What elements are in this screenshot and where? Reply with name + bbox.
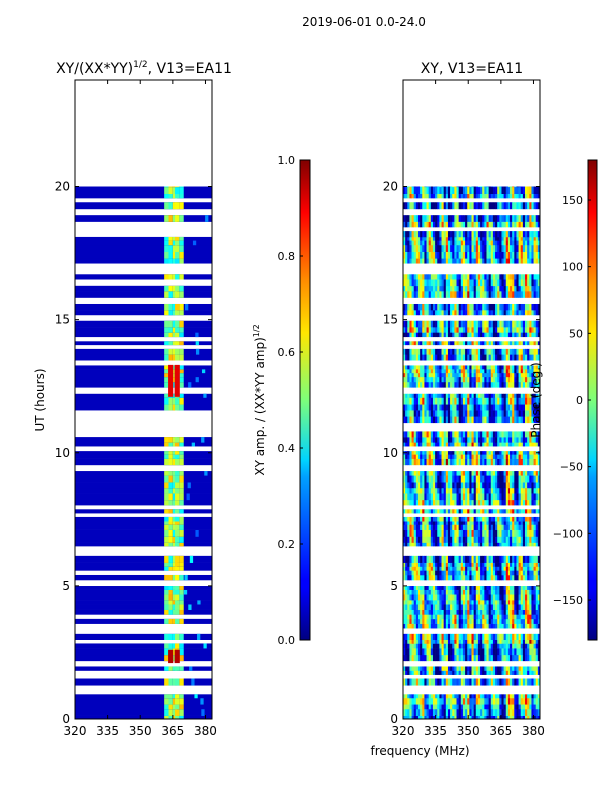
colorbar-tick-label: 0.6 xyxy=(278,346,296,359)
y-tick-label: 15 xyxy=(55,313,70,327)
amplitude-colorbar-label: XY amp. / (XX*YY amp)1/2 xyxy=(252,324,267,475)
phase-heatmap xyxy=(403,186,541,720)
phase-axes-ticks: 320 335 350 365 380 0 5 10 15 20 xyxy=(383,80,545,738)
y-tick-label: 0 xyxy=(390,712,398,726)
amplitude-panel-title: XY/(XX*YY)1/2, V13=EA11 xyxy=(56,60,232,77)
y-tick-label: 5 xyxy=(62,579,70,593)
colorbar-tick-label: 0.4 xyxy=(278,442,296,455)
x-tick-label: 320 xyxy=(392,724,415,738)
amplitude-axes-ticks: 320 335 350 365 380 0 5 10 15 20 xyxy=(55,80,217,738)
y-tick-label: 5 xyxy=(390,579,398,593)
amplitude-panel: XY/(XX*YY)1/2, V13=EA11 320 335 350 365 380 0… xyxy=(33,60,232,738)
amplitude-colorbar-scale xyxy=(299,159,311,641)
y-tick-label: 0 xyxy=(62,712,70,726)
colorbar-tick-label: 0 xyxy=(576,394,583,407)
x-tick-label: 320 xyxy=(64,724,87,738)
y-tick-label: 15 xyxy=(383,313,398,327)
colorbar-tick-label: −100 xyxy=(553,527,583,540)
amplitude-colorbar: 0.0 0.2 0.4 0.6 0.8 1.0 XY amp. / (XX*YY amp)… xyxy=(252,154,311,647)
amplitude-ylabel: UT (hours) xyxy=(33,368,47,431)
colorbar-tick-label: −50 xyxy=(560,461,583,474)
x-tick-label: 365 xyxy=(489,724,512,738)
amplitude-colorbar-ticks: 0.0 0.2 0.4 0.6 0.8 1.0 xyxy=(278,154,303,647)
y-tick-label: 10 xyxy=(383,446,398,460)
colorbar-tick-label: 50 xyxy=(569,327,583,340)
amplitude-heatmap xyxy=(75,186,212,720)
figure-suptitle: 2019-06-01 0.0-24.0 xyxy=(302,15,426,29)
x-tick-label: 350 xyxy=(129,724,152,738)
colorbar-tick-label: 0.2 xyxy=(278,538,296,551)
colorbar-tick-label: 1.0 xyxy=(278,154,296,167)
colorbar-tick-label: −150 xyxy=(553,594,583,607)
x-tick-label: 350 xyxy=(457,724,480,738)
x-tick-label: 365 xyxy=(161,724,184,738)
colorbar-tick-label: 0.8 xyxy=(278,250,296,263)
phase-axes-frame xyxy=(402,79,541,720)
phase-colorbar-ticks: 150 100 50 0 −50 −100 −150 xyxy=(553,194,591,607)
colorbar-tick-label: 150 xyxy=(562,194,583,207)
shared-xlabel: frequency (MHz) xyxy=(370,744,469,758)
y-tick-label: 10 xyxy=(55,446,70,460)
x-tick-label: 380 xyxy=(194,724,217,738)
colorbar-tick-label: 0.0 xyxy=(278,634,296,647)
x-tick-label: 335 xyxy=(424,724,447,738)
phase-panel: XY, V13=EA11 320 335 350 365 380 0 5 10 15 20 xyxy=(383,61,545,738)
phase-colorbar-label: Phase (deg.) xyxy=(529,362,543,437)
amplitude-axes-frame xyxy=(74,79,213,720)
colorbar-tick-label: 100 xyxy=(562,261,583,274)
phase-panel-title: XY, V13=EA11 xyxy=(421,61,523,77)
y-tick-label: 20 xyxy=(55,180,70,194)
x-tick-label: 380 xyxy=(522,724,545,738)
phase-colorbar: 150 100 50 0 −50 −100 −150 Phase (deg.) xyxy=(529,159,598,641)
y-tick-label: 20 xyxy=(383,180,398,194)
x-tick-label: 335 xyxy=(96,724,119,738)
